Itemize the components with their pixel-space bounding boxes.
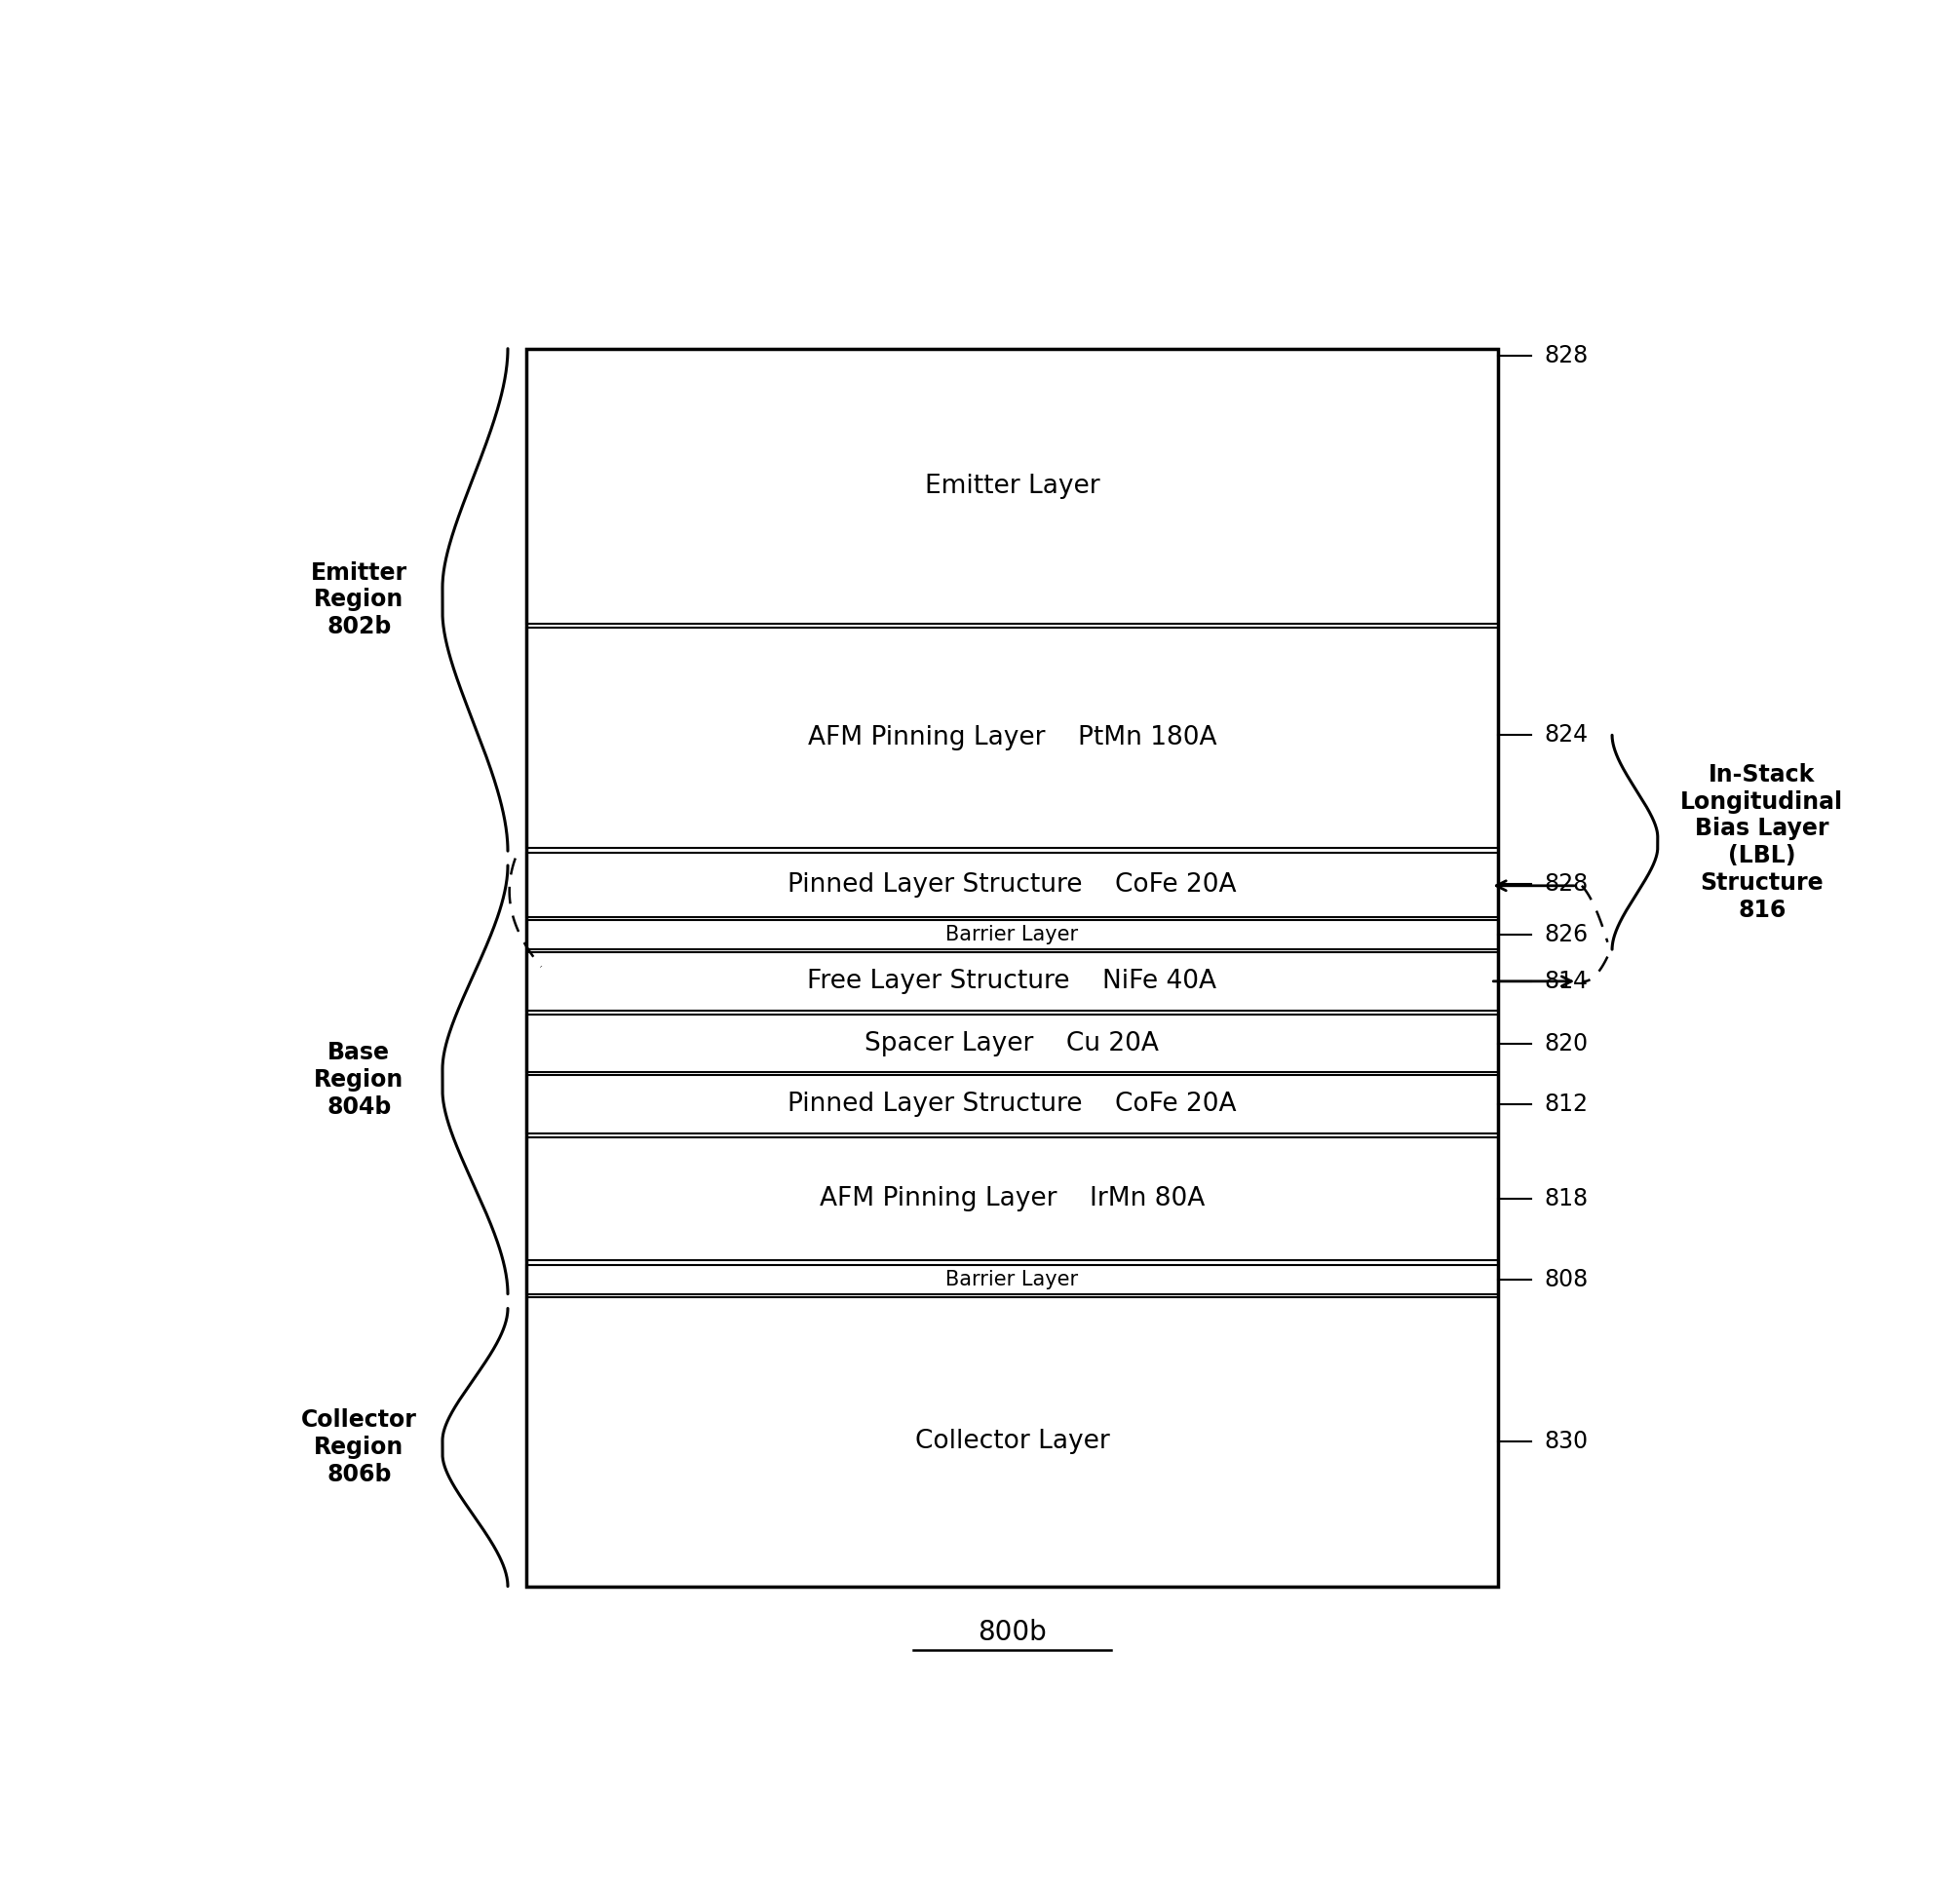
- Text: AFM Pinning Layer    PtMn 180A: AFM Pinning Layer PtMn 180A: [808, 726, 1217, 750]
- Text: AFM Pinning Layer    IrMn 80A: AFM Pinning Layer IrMn 80A: [819, 1186, 1205, 1213]
- Text: Emitter Layer: Emitter Layer: [925, 474, 1100, 498]
- Text: 814: 814: [1544, 970, 1588, 993]
- Text: Base
Region
804b: Base Region 804b: [314, 1042, 404, 1119]
- Text: 812: 812: [1544, 1092, 1588, 1117]
- Text: Barrier Layer: Barrier Layer: [947, 1269, 1078, 1290]
- Text: 828: 828: [1544, 344, 1588, 368]
- Text: Pinned Layer Structure    CoFe 20A: Pinned Layer Structure CoFe 20A: [788, 1092, 1237, 1117]
- Bar: [525, 628, 1497, 848]
- Bar: [525, 852, 1497, 917]
- Bar: [525, 1015, 1497, 1072]
- Bar: [525, 953, 1497, 1010]
- Bar: [525, 1265, 1497, 1293]
- Bar: [525, 348, 1497, 1587]
- Bar: [525, 921, 1497, 949]
- Bar: [525, 348, 1497, 624]
- Text: 830: 830: [1544, 1431, 1588, 1453]
- Text: 800b: 800b: [978, 1619, 1047, 1647]
- Text: Barrier Layer: Barrier Layer: [947, 925, 1078, 944]
- Text: Free Layer Structure    NiFe 40A: Free Layer Structure NiFe 40A: [808, 968, 1217, 995]
- Text: Pinned Layer Structure    CoFe 20A: Pinned Layer Structure CoFe 20A: [788, 872, 1237, 897]
- Text: In-Stack
Longitudinal
Bias Layer
(LBL)
Structure
816: In-Stack Longitudinal Bias Layer (LBL) S…: [1680, 763, 1842, 921]
- Text: 826: 826: [1544, 923, 1588, 948]
- Text: 828: 828: [1544, 872, 1588, 897]
- Text: 818: 818: [1544, 1186, 1588, 1211]
- Bar: [525, 1297, 1497, 1587]
- Text: 820: 820: [1544, 1032, 1588, 1055]
- Text: Collector
Region
806b: Collector Region 806b: [302, 1408, 417, 1487]
- Text: 808: 808: [1544, 1267, 1588, 1292]
- Bar: [525, 1075, 1497, 1134]
- Text: Spacer Layer    Cu 20A: Spacer Layer Cu 20A: [864, 1030, 1158, 1057]
- Text: 824: 824: [1544, 724, 1588, 746]
- Bar: [525, 1137, 1497, 1261]
- Text: Collector Layer: Collector Layer: [915, 1429, 1109, 1455]
- Text: Emitter
Region
802b: Emitter Region 802b: [310, 560, 408, 639]
